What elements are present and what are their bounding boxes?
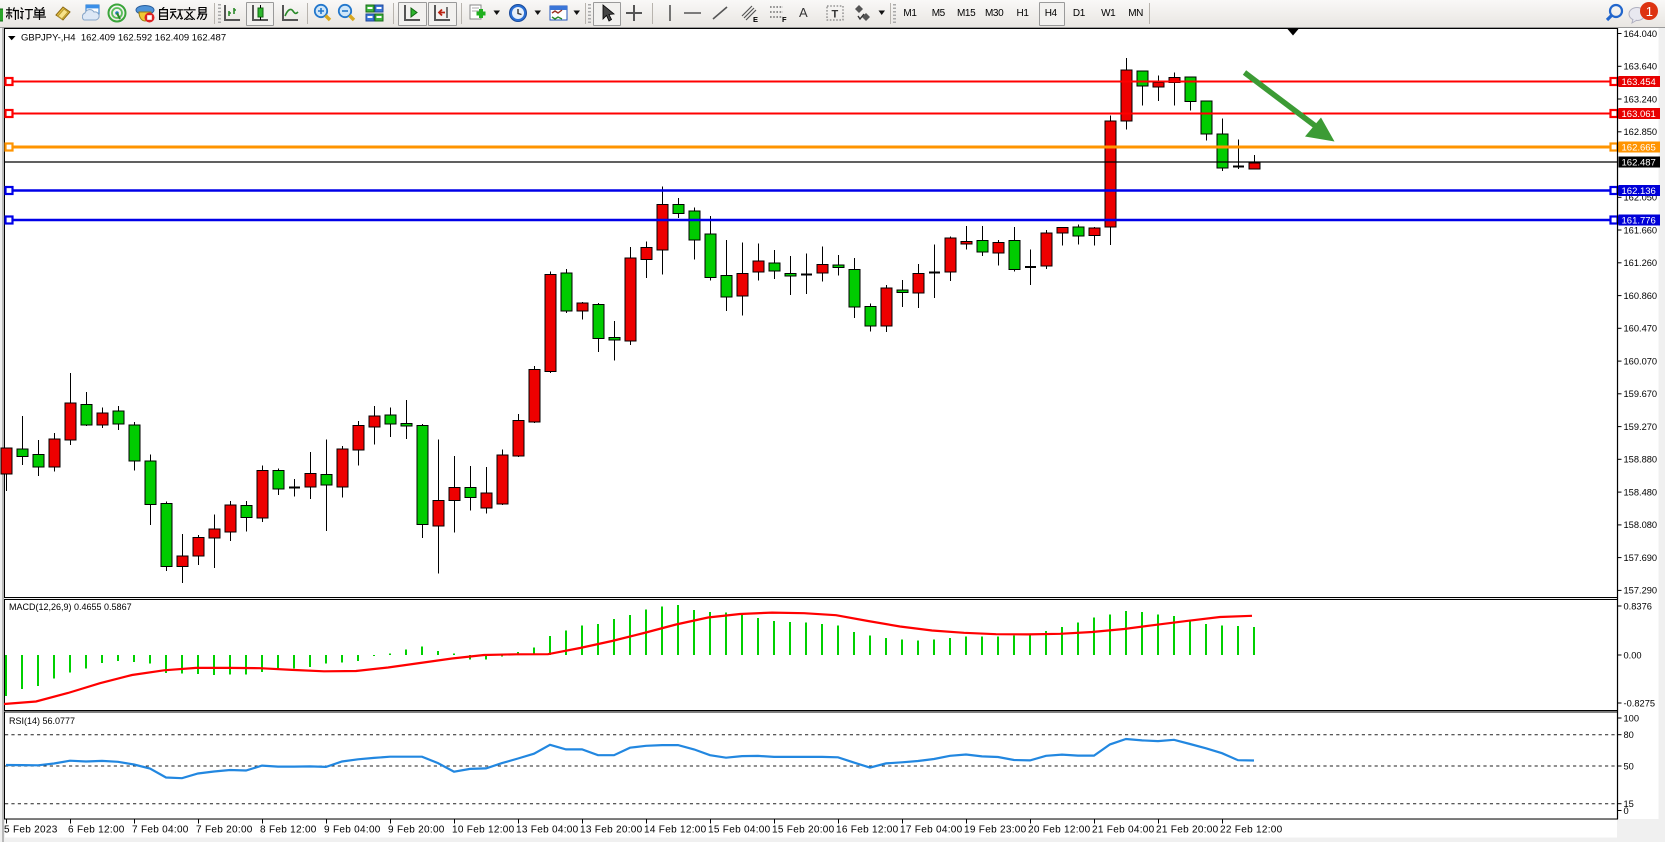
- svg-text:1: 1: [1646, 4, 1653, 19]
- svg-text:157.690: 157.690: [1624, 553, 1658, 563]
- svg-text:158.880: 158.880: [1624, 455, 1658, 465]
- svg-text:MACD(12,26,9) 0.4655 0.5867: MACD(12,26,9) 0.4655 0.5867: [9, 602, 132, 612]
- svg-text:161.260: 161.260: [1624, 258, 1658, 268]
- svg-text:159.270: 159.270: [1624, 422, 1658, 432]
- svg-text:162.136: 162.136: [1622, 186, 1656, 197]
- svg-text:0: 0: [1624, 806, 1629, 816]
- svg-text:15 Feb 20:00: 15 Feb 20:00: [772, 825, 835, 836]
- svg-text:0.00: 0.00: [1624, 650, 1642, 660]
- svg-text:21 Feb 04:00: 21 Feb 04:00: [1092, 825, 1155, 836]
- svg-text:161.660: 161.660: [1624, 225, 1658, 235]
- svg-text:160.470: 160.470: [1624, 324, 1658, 334]
- svg-text:20 Feb 12:00: 20 Feb 12:00: [1028, 825, 1091, 836]
- svg-text:163.640: 163.640: [1624, 62, 1658, 72]
- svg-text:13 Feb 04:00: 13 Feb 04:00: [516, 825, 579, 836]
- svg-text:163.061: 163.061: [1622, 109, 1656, 120]
- svg-text:15 Feb 04:00: 15 Feb 04:00: [708, 825, 771, 836]
- svg-text:7 Feb 20:00: 7 Feb 20:00: [196, 825, 253, 836]
- svg-text:T: T: [832, 9, 839, 21]
- svg-text:15: 15: [1624, 799, 1634, 809]
- svg-text:157.290: 157.290: [1624, 586, 1658, 596]
- svg-text:158.080: 158.080: [1624, 520, 1658, 530]
- svg-text:8 Feb 12:00: 8 Feb 12:00: [260, 825, 317, 836]
- svg-text:17 Feb 04:00: 17 Feb 04:00: [900, 825, 963, 836]
- svg-text:163.240: 163.240: [1624, 94, 1658, 104]
- svg-text:159.670: 159.670: [1624, 389, 1658, 399]
- svg-text:7 Feb 04:00: 7 Feb 04:00: [132, 825, 189, 836]
- svg-text:5 Feb 2023: 5 Feb 2023: [4, 825, 58, 836]
- svg-text:100: 100: [1624, 713, 1640, 723]
- svg-text:9 Feb 04:00: 9 Feb 04:00: [324, 825, 381, 836]
- svg-text:164.040: 164.040: [1624, 29, 1658, 39]
- svg-text:GBPJPY-,H4 162.409 162.592 16: GBPJPY-,H4 162.409 162.592 162.409 162.4…: [21, 33, 226, 44]
- svg-text:163.454: 163.454: [1622, 77, 1656, 88]
- svg-text:F: F: [782, 15, 787, 24]
- svg-text:162.050: 162.050: [1624, 193, 1658, 203]
- svg-text:6 Feb 12:00: 6 Feb 12:00: [68, 825, 125, 836]
- svg-text:E: E: [753, 15, 758, 24]
- svg-text:50: 50: [1624, 761, 1634, 771]
- svg-text:161.776: 161.776: [1622, 215, 1656, 226]
- svg-text:162.850: 162.850: [1624, 127, 1658, 137]
- svg-text:0.8376: 0.8376: [1624, 601, 1652, 611]
- svg-text:9 Feb 20:00: 9 Feb 20:00: [388, 825, 445, 836]
- svg-text:162.665: 162.665: [1622, 142, 1656, 153]
- svg-text:13 Feb 20:00: 13 Feb 20:00: [580, 825, 643, 836]
- svg-text:16 Feb 12:00: 16 Feb 12:00: [836, 825, 899, 836]
- svg-text:10 Feb 12:00: 10 Feb 12:00: [452, 825, 515, 836]
- svg-text:RSI(14) 56.0777: RSI(14) 56.0777: [9, 716, 75, 726]
- svg-text:21 Feb 20:00: 21 Feb 20:00: [1156, 825, 1219, 836]
- svg-text:80: 80: [1624, 730, 1634, 740]
- svg-text:162.487: 162.487: [1622, 157, 1656, 168]
- svg-text:160.860: 160.860: [1624, 291, 1658, 301]
- svg-text:-0.8275: -0.8275: [1624, 698, 1656, 708]
- svg-text:160.070: 160.070: [1624, 356, 1658, 366]
- svg-text:158.480: 158.480: [1624, 487, 1658, 497]
- svg-text:14 Feb 12:00: 14 Feb 12:00: [644, 825, 707, 836]
- svg-text:22 Feb 12:00: 22 Feb 12:00: [1220, 825, 1283, 836]
- svg-text:19 Feb 23:00: 19 Feb 23:00: [964, 825, 1027, 836]
